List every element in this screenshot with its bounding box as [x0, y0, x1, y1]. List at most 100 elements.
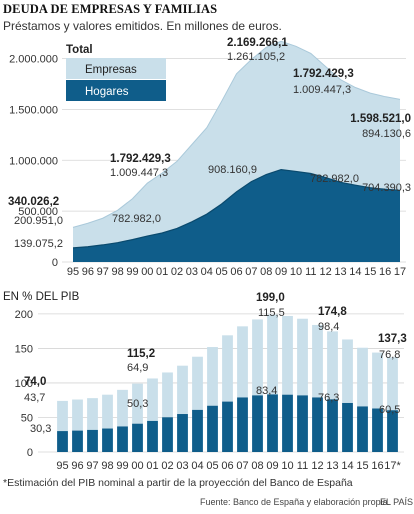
annotation-hogares-pct: 30,3	[30, 423, 51, 435]
series-empresas-area	[73, 41, 400, 248]
bar-empresas	[312, 324, 323, 398]
bar-empresas	[147, 378, 158, 421]
annotation-total-pct: 199,0	[256, 292, 285, 304]
annotation-hogares: 782.982,0	[310, 173, 359, 185]
bar-empresas	[72, 399, 83, 431]
chart-title: DEUDA DE EMPRESAS Y FAMILIAS	[3, 2, 218, 16]
series-hogares-area	[73, 169, 400, 262]
x-tick-label: 09	[275, 266, 287, 278]
bar-hogares	[267, 394, 278, 452]
annotation-empresas-pct: 76,8	[379, 349, 400, 361]
legend-swatch-empresas	[66, 58, 166, 79]
legend-swatch-hogares	[66, 80, 166, 101]
bar-empresas	[252, 319, 263, 396]
bar-empresas	[132, 383, 143, 424]
x-tick-label: 03	[176, 460, 188, 472]
x-tick-label: 13	[334, 266, 346, 278]
x-tick-label: 16	[371, 460, 383, 472]
annotation-total: 1.792.429,3	[110, 153, 171, 165]
bar-hogares	[342, 402, 353, 452]
annotation-hogares: 139.075,2	[14, 238, 63, 250]
bar-empresas	[357, 347, 368, 407]
legend-label-empresas: Empresas	[85, 64, 137, 76]
y-tick-label: 1.000.000	[9, 155, 58, 167]
x-tick-label: 06	[230, 266, 242, 278]
bar-hogares	[222, 401, 233, 452]
x-tick-label: 04	[191, 460, 203, 472]
annotation-empresas-pct: 115,5	[258, 307, 285, 319]
bar-hogares	[57, 431, 68, 452]
x-tick-label: 98	[111, 266, 123, 278]
series-hogares-line	[72, 168, 401, 249]
bar-empresas	[222, 335, 233, 402]
legend-label-hogares: Hogares	[85, 86, 129, 98]
bar-hogares	[297, 395, 308, 452]
chart-subtitle: Préstamos y valores emitidos. En millone…	[3, 19, 282, 33]
bar-hogares	[237, 397, 248, 452]
bar-hogares	[162, 417, 173, 452]
x-tick-label: 97	[97, 266, 109, 278]
bar-hogares	[147, 420, 158, 452]
bar-empresas	[282, 315, 293, 395]
bar-hogares	[132, 423, 143, 452]
bar-hogares	[87, 429, 98, 452]
x-tick-label: 02	[161, 460, 173, 472]
annotation-total: 1.792.429,3	[293, 68, 354, 80]
x-tick-label: 13	[326, 460, 338, 472]
annotation-empresas: 1.009.447,3	[110, 167, 168, 179]
x-tick-label: 99	[116, 460, 128, 472]
bar-hogares	[102, 428, 113, 452]
y-tick-label: 2.000.000	[9, 54, 58, 66]
x-tick-label: 17	[394, 266, 406, 278]
bar-hogares	[387, 410, 398, 452]
x-tick-label: 95	[67, 266, 79, 278]
x-tick-label: 16	[379, 266, 391, 278]
x-tick-label: 96	[82, 266, 94, 278]
bar-hogares	[327, 399, 338, 452]
bar-empresas	[57, 400, 68, 432]
x-tick-label: 12	[311, 460, 323, 472]
x-tick-label: 07	[245, 266, 257, 278]
x-tick-label: 11	[305, 266, 316, 278]
bar-empresas	[192, 356, 203, 410]
bar-hogares	[252, 395, 263, 452]
x-tick-label: 08	[260, 266, 272, 278]
annotation-hogares-pct: 60,5	[379, 404, 400, 416]
bar-hogares	[357, 406, 368, 452]
annotation-hogares-pct: 83,4	[256, 385, 277, 397]
x-tick-label: 00	[141, 266, 153, 278]
x-tick-label: 01	[146, 460, 158, 472]
bar-empresas	[87, 398, 98, 430]
x-tick-label: 02	[171, 266, 183, 278]
x-tick-label: 05	[206, 460, 218, 472]
footnote: *Estimación del PIB nominal a partir de …	[3, 477, 353, 489]
y-tick-label: 0	[52, 257, 58, 269]
bar-empresas	[207, 347, 218, 406]
annotation-empresas: 1.009.447,3	[293, 84, 351, 96]
bar-empresas	[387, 357, 398, 411]
x-tick-label: 04	[201, 266, 213, 278]
annotation-empresas-pct: 98,4	[318, 321, 339, 333]
x-tick-label: 15	[364, 266, 376, 278]
x-tick-label: 00	[131, 460, 143, 472]
x-tick-label: 06	[221, 460, 233, 472]
bar-empresas	[342, 339, 353, 403]
bar-hogares	[372, 408, 383, 452]
x-tick-label: 99	[126, 266, 138, 278]
annotation-empresas: 1.261.105,2	[227, 51, 285, 63]
x-tick-label: 10	[290, 266, 302, 278]
annotation-hogares: 782.982,0	[112, 213, 161, 225]
annotation-empresas-pct: 64,9	[127, 362, 148, 374]
x-tick-label: 95	[56, 460, 68, 472]
x-tick-label: 97	[86, 460, 98, 472]
y-tick-label: 100	[15, 378, 33, 390]
annotation-hogares: 704.390,3	[362, 182, 411, 194]
x-tick-label: 12	[320, 266, 332, 278]
bar-empresas	[297, 318, 308, 396]
y-tick-label: 150	[15, 343, 33, 355]
bar-hogares	[192, 409, 203, 452]
bar-hogares	[282, 394, 293, 452]
chart2-title: EN % DEL PIB	[3, 291, 80, 303]
annotation-empresas: 894.130,6	[362, 128, 411, 140]
